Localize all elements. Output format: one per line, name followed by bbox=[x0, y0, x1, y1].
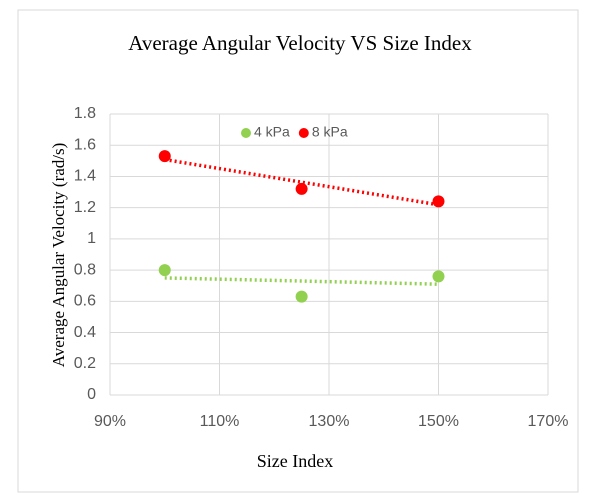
x-tick-label: 130% bbox=[309, 413, 350, 430]
y-tick-label: 0 bbox=[87, 386, 96, 403]
y-tick-label: 1.8 bbox=[74, 105, 96, 122]
chart-title: Average Angular Velocity VS Size Index bbox=[128, 31, 472, 55]
legend-label: 4 kPa bbox=[254, 124, 290, 140]
point bbox=[432, 270, 445, 283]
point bbox=[295, 182, 308, 195]
y-tick-label: 1 bbox=[87, 230, 96, 247]
point bbox=[432, 195, 445, 208]
y-tick-label: 0.6 bbox=[74, 293, 96, 310]
legend-marker bbox=[298, 128, 309, 138]
x-axis-label: Size Index bbox=[257, 451, 333, 471]
chart-border bbox=[17, 9, 579, 493]
x-tick-label: 110% bbox=[200, 413, 240, 430]
y-tick-label: 1.4 bbox=[74, 168, 96, 185]
legend-marker bbox=[241, 128, 251, 138]
x-tick-label: 150% bbox=[418, 413, 459, 430]
x-tick-label: 170% bbox=[528, 413, 569, 430]
trendline bbox=[164, 276, 439, 286]
y-tick-label: 0.2 bbox=[74, 355, 96, 372]
trendline bbox=[164, 157, 439, 207]
point bbox=[295, 290, 308, 303]
y-axis-label: Average Angular Velocity (rad/s) bbox=[49, 143, 68, 368]
y-tick-label: 1.2 bbox=[74, 199, 96, 216]
x-tick-label: 90% bbox=[94, 413, 126, 430]
y-tick-label: 0.8 bbox=[74, 261, 96, 278]
point bbox=[158, 150, 171, 163]
y-tick-label: 0.4 bbox=[74, 324, 96, 341]
y-tick-label: 1.6 bbox=[74, 136, 96, 153]
legend-label: 8 kPa bbox=[312, 124, 348, 140]
point bbox=[158, 264, 171, 277]
